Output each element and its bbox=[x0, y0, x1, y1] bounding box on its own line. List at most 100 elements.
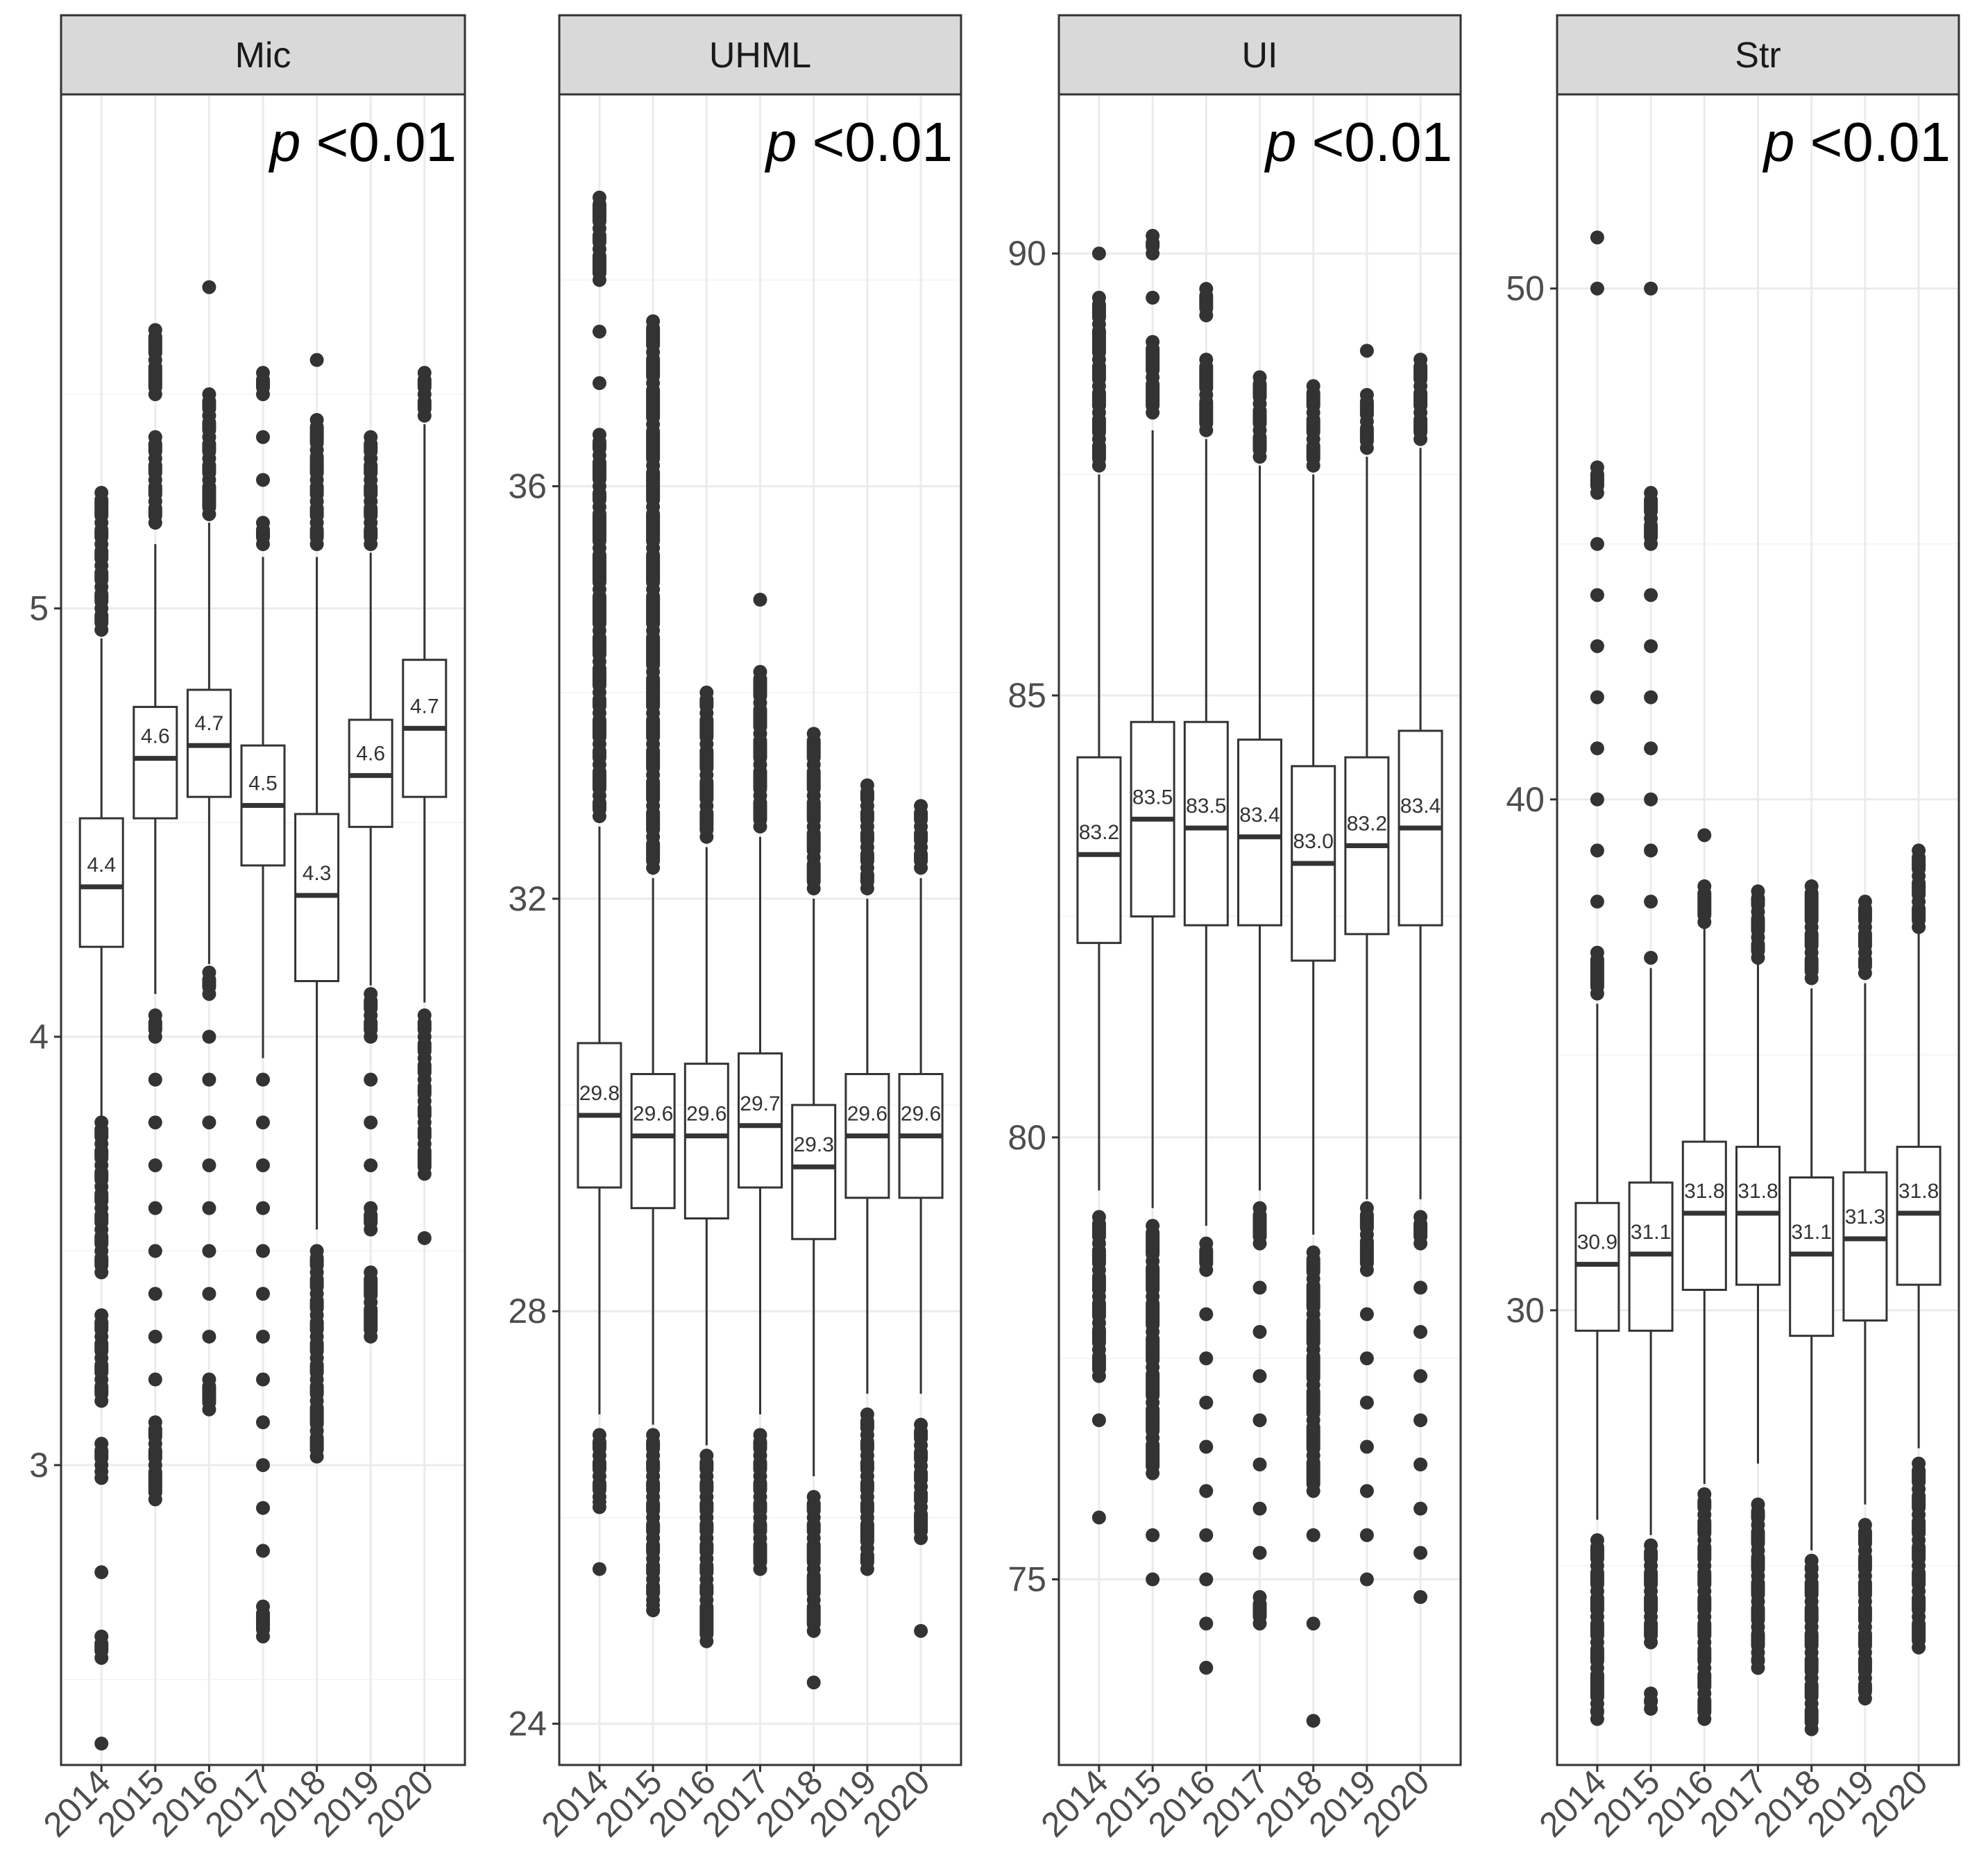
outlier-cluster bbox=[94, 1165, 109, 1187]
outlier-cluster bbox=[592, 1496, 606, 1507]
mean-label: 31.8 bbox=[1738, 1180, 1778, 1203]
outlier-cluster bbox=[1751, 1550, 1765, 1576]
outlier-cluster bbox=[592, 455, 606, 487]
outlier-cluster bbox=[1146, 341, 1160, 378]
outlier-cluster bbox=[1146, 1367, 1160, 1403]
box-2018: 31.1 bbox=[1789, 879, 1835, 1737]
outlier-cluster bbox=[592, 630, 606, 662]
outlier-cluster bbox=[364, 501, 378, 523]
outlier-cluster bbox=[646, 383, 661, 425]
outlier-cluster bbox=[1858, 927, 1872, 953]
outlier-point bbox=[1359, 1484, 1374, 1498]
outlier-cluster bbox=[1146, 235, 1160, 254]
outlier-cluster bbox=[309, 450, 324, 480]
outlier-point bbox=[1413, 1413, 1428, 1428]
outlier-point bbox=[1091, 1510, 1106, 1525]
mean-label: 30.9 bbox=[1577, 1231, 1617, 1254]
outlier-cluster bbox=[1091, 360, 1106, 387]
outlier-cluster bbox=[202, 480, 216, 514]
box-2014: 29.8 bbox=[577, 190, 622, 1576]
outlier-cluster bbox=[202, 972, 216, 995]
outlier-cluster bbox=[1590, 1591, 1604, 1617]
outlier-point bbox=[1199, 1351, 1214, 1366]
outlier-cluster bbox=[1306, 1278, 1320, 1315]
outlier-cluster bbox=[148, 330, 162, 360]
outlier-cluster bbox=[646, 1600, 661, 1611]
outlier-cluster bbox=[1858, 1653, 1872, 1678]
outlier-cluster bbox=[1912, 1616, 1926, 1648]
outlier-cluster bbox=[1413, 360, 1428, 387]
mean-label: 31.3 bbox=[1845, 1206, 1885, 1228]
outlier-cluster bbox=[202, 394, 216, 416]
facet-strip bbox=[1057, 14, 1462, 96]
outlier-cluster bbox=[1091, 1243, 1106, 1270]
box-2015: 29.6 bbox=[630, 314, 676, 1618]
panel-str: 30.9 31.1 31.8 31.8 31.1 31.3 31.8 Str p <0.01 30… bbox=[1506, 14, 1960, 1844]
mean-label: 4.3 bbox=[303, 862, 332, 885]
outlier-cluster bbox=[309, 501, 324, 523]
outlier-point bbox=[1199, 1616, 1214, 1631]
outlier-cluster bbox=[1804, 1575, 1819, 1602]
box-2018: 4.3 bbox=[294, 353, 340, 1464]
outlier-point bbox=[1590, 690, 1604, 704]
outlier-cluster bbox=[860, 868, 874, 889]
outlier-cluster bbox=[364, 1208, 378, 1230]
outlier-cluster bbox=[753, 795, 767, 827]
outlier-point bbox=[1697, 828, 1712, 843]
outlier-point bbox=[806, 1675, 821, 1690]
y-tick-label: 90 bbox=[1008, 234, 1046, 273]
outlier-cluster bbox=[1590, 1565, 1604, 1591]
outlier-cluster bbox=[1199, 360, 1214, 396]
outlier-cluster bbox=[1146, 1331, 1160, 1367]
iqr-box bbox=[1574, 1201, 1620, 1332]
outlier-cluster bbox=[148, 458, 162, 480]
outlier-point bbox=[364, 1158, 378, 1172]
outlier-cluster bbox=[94, 1186, 109, 1208]
outlier-cluster bbox=[1199, 1243, 1214, 1270]
mean-label: 31.8 bbox=[1684, 1180, 1724, 1203]
panel-ui: 83.2 83.5 83.5 83.4 83.0 83.2 83.4 UI p <0.01 75 8… bbox=[1008, 14, 1462, 1844]
outlier-cluster bbox=[699, 1517, 714, 1539]
outlier-cluster bbox=[1751, 1525, 1765, 1551]
outlier-cluster bbox=[699, 692, 714, 713]
box-2018: 29.3 bbox=[791, 727, 837, 1690]
outlier-point bbox=[1644, 690, 1658, 704]
outlier-cluster bbox=[1912, 1514, 1926, 1541]
outlier-cluster bbox=[592, 661, 606, 693]
facet-strip bbox=[558, 14, 962, 96]
outlier-cluster bbox=[148, 360, 162, 395]
outlier-point bbox=[148, 1201, 162, 1215]
box-2020: 4.7 bbox=[402, 366, 448, 1245]
box-2020: 31.8 bbox=[1896, 843, 1942, 1655]
outlier-point bbox=[1644, 281, 1658, 296]
outlier-cluster bbox=[860, 785, 874, 806]
outlier-cluster bbox=[1858, 1575, 1872, 1602]
outlier-cluster bbox=[1697, 1540, 1712, 1566]
outlier-cluster bbox=[148, 1015, 162, 1037]
outlier-cluster bbox=[1804, 927, 1819, 953]
outlier-cluster bbox=[309, 1251, 324, 1273]
mean-label: 31.1 bbox=[1792, 1221, 1832, 1244]
outlier-cluster bbox=[1912, 1540, 1926, 1566]
outlier-cluster bbox=[1306, 1420, 1320, 1456]
outlier-point bbox=[256, 1458, 270, 1472]
outlier-cluster bbox=[1091, 324, 1106, 360]
outlier-point bbox=[1590, 843, 1604, 858]
outlier-cluster bbox=[699, 744, 714, 775]
outlier-point bbox=[1359, 1307, 1374, 1321]
outlier-cluster bbox=[1697, 886, 1712, 922]
outlier-point bbox=[1590, 895, 1604, 909]
outlier-cluster bbox=[94, 544, 109, 566]
facet-title: UHML bbox=[709, 35, 811, 76]
outlier-cluster bbox=[94, 1379, 109, 1401]
outlier-cluster bbox=[1697, 1514, 1712, 1541]
outlier-cluster bbox=[309, 420, 324, 450]
outlier-cluster bbox=[646, 672, 661, 713]
outlier-cluster bbox=[646, 775, 661, 806]
outlier-cluster bbox=[1306, 1349, 1320, 1385]
outlier-cluster bbox=[1091, 412, 1106, 439]
outlier-point bbox=[148, 1158, 162, 1172]
iqr-box bbox=[1628, 1181, 1674, 1332]
outlier-point bbox=[364, 1072, 378, 1087]
outlier-cluster bbox=[309, 1315, 324, 1337]
